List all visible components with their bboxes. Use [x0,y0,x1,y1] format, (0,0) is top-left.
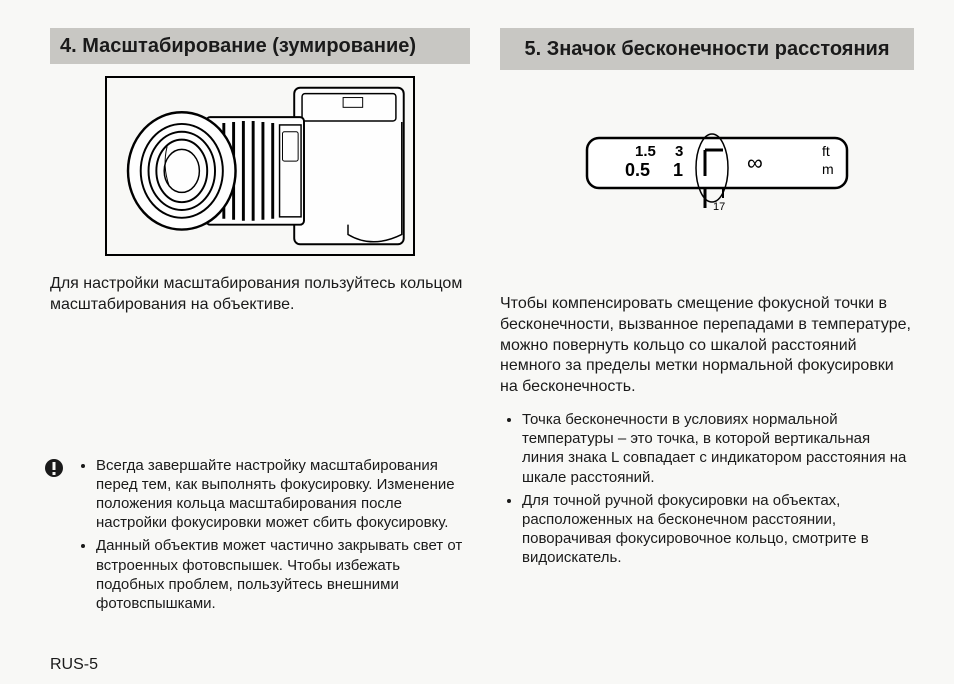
section-4-body: Для настройки масштабирования пользуйтес… [50,274,470,316]
svg-text:m: m [822,161,834,177]
warning-bullet-1: Всегда завершайте настройку масштабирова… [96,456,470,533]
camera-lens-illustration [105,76,415,256]
section-5-body: Чтобы компенсировать смещение фокусной т… [500,294,914,398]
svg-text:17: 17 [713,201,725,213]
section-5-bullet-1: Точка бесконечности в условиях нормально… [522,410,914,487]
svg-text:ft: ft [822,143,830,159]
page-number: RUS-5 [50,656,98,674]
warning-icon [44,458,64,478]
warning-bullet-2: Данный объектив может частично закрывать… [96,536,470,613]
section-5-bullet-2: Для точной ручной фокусировки на объекта… [522,491,914,568]
section-5-heading: 5. Значок бесконечности расстояния [500,28,914,70]
svg-text:∞: ∞ [747,150,763,175]
svg-text:3: 3 [675,143,683,160]
svg-text:1.5: 1.5 [635,143,656,160]
svg-text:0.5: 0.5 [625,160,650,180]
svg-text:1: 1 [673,160,683,180]
distance-scale-illustration: 1.5 3 0.5 1 ∞ ft m 17 [537,110,877,240]
warning-note: Всегда завершайте настройку масштабирова… [50,456,470,614]
section-4-heading: 4. Масштабирование (зумирование) [50,28,470,64]
